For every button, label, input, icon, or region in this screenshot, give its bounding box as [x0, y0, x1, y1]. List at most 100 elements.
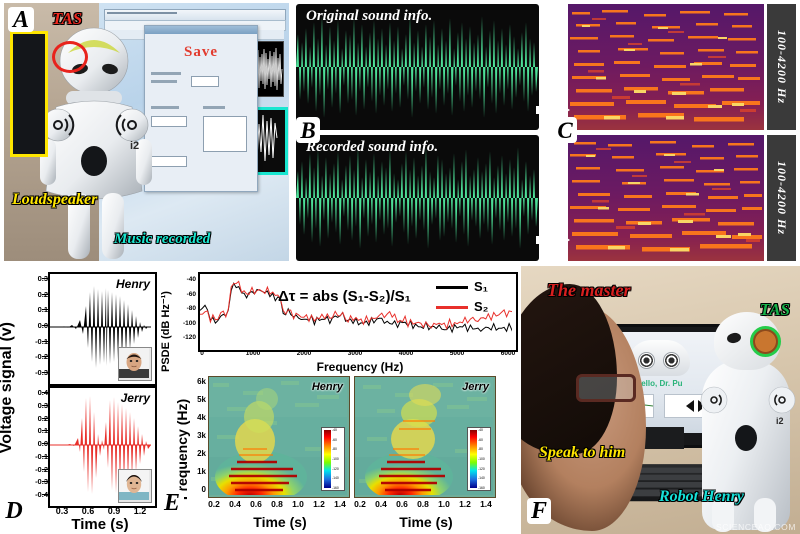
e-spec-xtick-0-2: 0.6	[250, 499, 262, 509]
plot-label-henry: Henry	[115, 277, 150, 291]
psd-series-S₁	[200, 282, 516, 334]
e-spec-ytick-5: 5k	[197, 395, 206, 404]
spectrogram-henry: Henry -40 -60 -80 -100 -120 -140 -160	[208, 376, 350, 498]
colorbar-tick-0-0: -40	[332, 428, 337, 432]
e-spec-xtick-1-5: 1.2	[459, 499, 471, 509]
d-ytick-mark-bot-3	[42, 430, 48, 432]
save-label: Save	[184, 44, 218, 60]
speak-to-him-label: Speak to him	[539, 444, 626, 461]
colorbar-tick-0-4: -120	[332, 466, 339, 471]
spectrogram-x-axis-label-left: Time (s)	[253, 514, 307, 530]
d-ytick-top-5: -0.2	[20, 352, 48, 361]
e-psd-xtick-4: 4000	[398, 350, 414, 357]
colorbar-henry: -40 -60 -80 -100 -120 -140 -160	[321, 427, 345, 491]
person-glasses	[576, 374, 636, 402]
robot-face-on-screen	[628, 340, 690, 376]
person-hair	[521, 284, 617, 454]
e-psd-xtick-3: 3000	[347, 350, 363, 357]
e-spec-xtick-1-4: 1.0	[438, 499, 450, 509]
loudspeaker-label: Loudspeaker	[12, 191, 98, 208]
d-ytick-mark-bot-7	[42, 481, 48, 483]
monitor-stand	[634, 427, 684, 449]
e-spec-ytick-6: 6k	[197, 377, 206, 386]
arrow-to-spectrogram-top	[536, 101, 570, 119]
e-psd-ytick-2: -80	[186, 305, 196, 312]
robot-photo: i2	[22, 21, 172, 261]
colorbar-tick-0-6: -160	[332, 486, 339, 490]
plot-voltage-henry: Henry	[48, 272, 157, 386]
e-psd-xtick-5: 5000	[449, 350, 465, 357]
panel-a-tas-label: TAS	[52, 9, 83, 28]
screen-message: Hello, Dr. Pu	[635, 379, 683, 388]
d-ytick-mark-bot-4	[42, 443, 48, 444]
d-ytick-mark-top-5	[42, 356, 48, 358]
watermark: SCIENCEAQ.COM	[715, 522, 796, 532]
colorbar-gradient-henry	[324, 430, 331, 488]
e-spec-xtick-0-4: 1.0	[292, 499, 304, 509]
e-psd-ytick-4: -120	[182, 334, 196, 341]
panel-f-photo: Hello, Dr. Pu	[521, 266, 800, 534]
d-xtick-1: 0.6	[81, 506, 95, 516]
d-ytick-mark-top-4	[42, 340, 48, 342]
panel-d-voltage-signals: Voltage signal (v) Henry	[0, 266, 160, 534]
e-spec-ytick-3: 3k	[197, 431, 206, 440]
psd-y-axis-label: PSDE (dB Hz⁻¹)	[160, 291, 172, 372]
panel-f-tas-label: TAS	[759, 300, 790, 319]
recorded-sound-caption: Recorded sound info.	[306, 139, 439, 155]
legend-label-s2: S₂	[474, 299, 489, 314]
panel-e-analysis: PSDE (dB Hz⁻¹) Δτ = abs (S₁-S₂)/S₁ S₁ S₂…	[160, 266, 520, 534]
d-xtick-2: 0.9	[107, 506, 121, 516]
e-psd-ytick-3: -100	[182, 319, 196, 327]
robot-henry-label: Robot Henry	[659, 488, 744, 505]
legend-swatch-s2	[436, 306, 468, 309]
d-ytick-mark-top-6	[42, 372, 48, 373]
waveform-original-sound: Original sound info.	[296, 4, 539, 130]
d-ytick-mark-bot-8	[42, 494, 48, 495]
colorbar-tick-1-6: -160	[478, 486, 485, 490]
d-ytick-top-4: -0.1	[20, 337, 48, 346]
psd-formula: Δτ = abs (S₁-S₂)/S₁	[278, 288, 411, 305]
e-spec-xtick-1-6: 1.4	[480, 499, 492, 509]
e-spec-xtick-0-5: 1.2	[313, 499, 325, 509]
e-psd-xtick-1: 1000	[245, 350, 261, 357]
spectrogram-recorded	[568, 135, 764, 261]
plot-voltage-jerry: Jerry	[48, 386, 157, 508]
e-spec-xtick-0-0: 0.2	[208, 499, 220, 509]
panel-a-photo: Save	[4, 3, 289, 261]
colorbar-tick-0-5: -140	[332, 476, 339, 481]
frequency-band-label-top: 100-4200 Hz	[767, 4, 796, 130]
e-psd-ytick-0: -40	[186, 276, 196, 283]
robot-eye-left	[638, 352, 655, 369]
panel-d-y-axis-label: Voltage signal (v)	[0, 322, 15, 454]
waveform-recorded-sound: Recorded sound info.	[296, 135, 539, 261]
e-spec-xtick-1-3: 0.8	[417, 499, 429, 509]
d-ytick-bot-6: -0.2	[20, 465, 48, 474]
frequency-band-label-bottom: 100-4200 Hz	[767, 135, 796, 261]
colorbar-tick-1-5: -140	[478, 476, 485, 481]
tas-highlight-circle	[52, 41, 88, 73]
tas-device-on-robot	[750, 326, 781, 357]
colorbar-jerry: -40 -60 -80 -100 -120 -140 -160	[467, 427, 491, 491]
e-psd-xtick-6: 6000	[500, 350, 516, 357]
panel-letter-a: A	[8, 7, 34, 32]
d-ytick-mark-bot-0	[42, 392, 48, 393]
e-psd-xtick-2: 2000	[296, 350, 312, 357]
original-sound-caption: Original sound info.	[306, 8, 433, 24]
e-spec-ytick-4: 4k	[197, 413, 206, 422]
music-recorded-label: Music recorded	[114, 231, 211, 247]
d-xtick-3: 1.2	[133, 506, 147, 516]
d-ytick-top-6: -0.3	[20, 368, 48, 377]
e-spec-xtick-1-0: 0.2	[354, 499, 366, 509]
svg-text:i2: i2	[776, 416, 784, 426]
spectrogram-original	[568, 4, 764, 130]
panel-letter-d: D	[2, 498, 26, 524]
e-spec-ytick-2: 2k	[197, 449, 206, 458]
colorbar-tick-0-2: -80	[332, 447, 337, 452]
robot-eye-right	[663, 352, 680, 369]
d-ytick-mark-bot-6	[42, 468, 48, 470]
e-spec-ytick-0: 0	[201, 485, 206, 494]
plot-label-jerry: Jerry	[120, 391, 150, 405]
d-ytick-mark-top-2	[42, 309, 48, 311]
spectrogram-label-jerry: Jerry	[462, 381, 489, 393]
